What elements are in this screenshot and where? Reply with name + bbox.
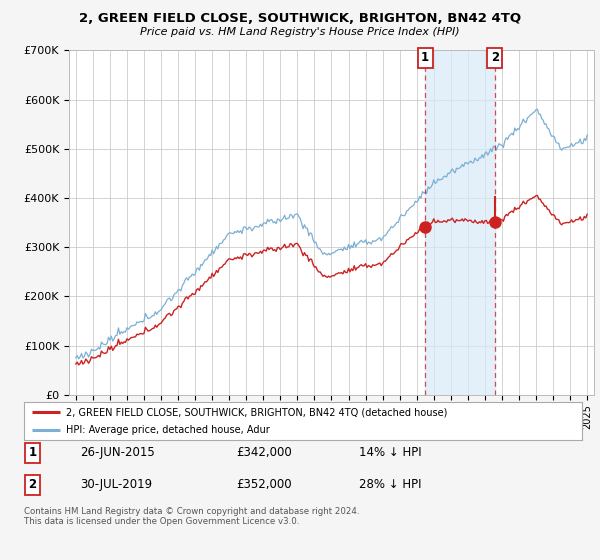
Text: HPI: Average price, detached house, Adur: HPI: Average price, detached house, Adur xyxy=(66,426,269,436)
Text: 2: 2 xyxy=(28,478,37,491)
Text: £352,000: £352,000 xyxy=(236,478,292,491)
Text: 28% ↓ HPI: 28% ↓ HPI xyxy=(359,478,421,491)
Text: 14% ↓ HPI: 14% ↓ HPI xyxy=(359,446,421,459)
Text: 2: 2 xyxy=(491,52,499,64)
Text: 2, GREEN FIELD CLOSE, SOUTHWICK, BRIGHTON, BN42 4TQ (detached house): 2, GREEN FIELD CLOSE, SOUTHWICK, BRIGHTO… xyxy=(66,407,447,417)
Text: Contains HM Land Registry data © Crown copyright and database right 2024.
This d: Contains HM Land Registry data © Crown c… xyxy=(24,507,359,526)
Text: 1: 1 xyxy=(28,446,37,459)
Text: £342,000: £342,000 xyxy=(236,446,292,459)
Text: Price paid vs. HM Land Registry's House Price Index (HPI): Price paid vs. HM Land Registry's House … xyxy=(140,27,460,37)
Text: 2, GREEN FIELD CLOSE, SOUTHWICK, BRIGHTON, BN42 4TQ: 2, GREEN FIELD CLOSE, SOUTHWICK, BRIGHTO… xyxy=(79,12,521,25)
Text: 26-JUN-2015: 26-JUN-2015 xyxy=(80,446,155,459)
Text: 30-JUL-2019: 30-JUL-2019 xyxy=(80,478,152,491)
Text: 1: 1 xyxy=(421,52,430,64)
